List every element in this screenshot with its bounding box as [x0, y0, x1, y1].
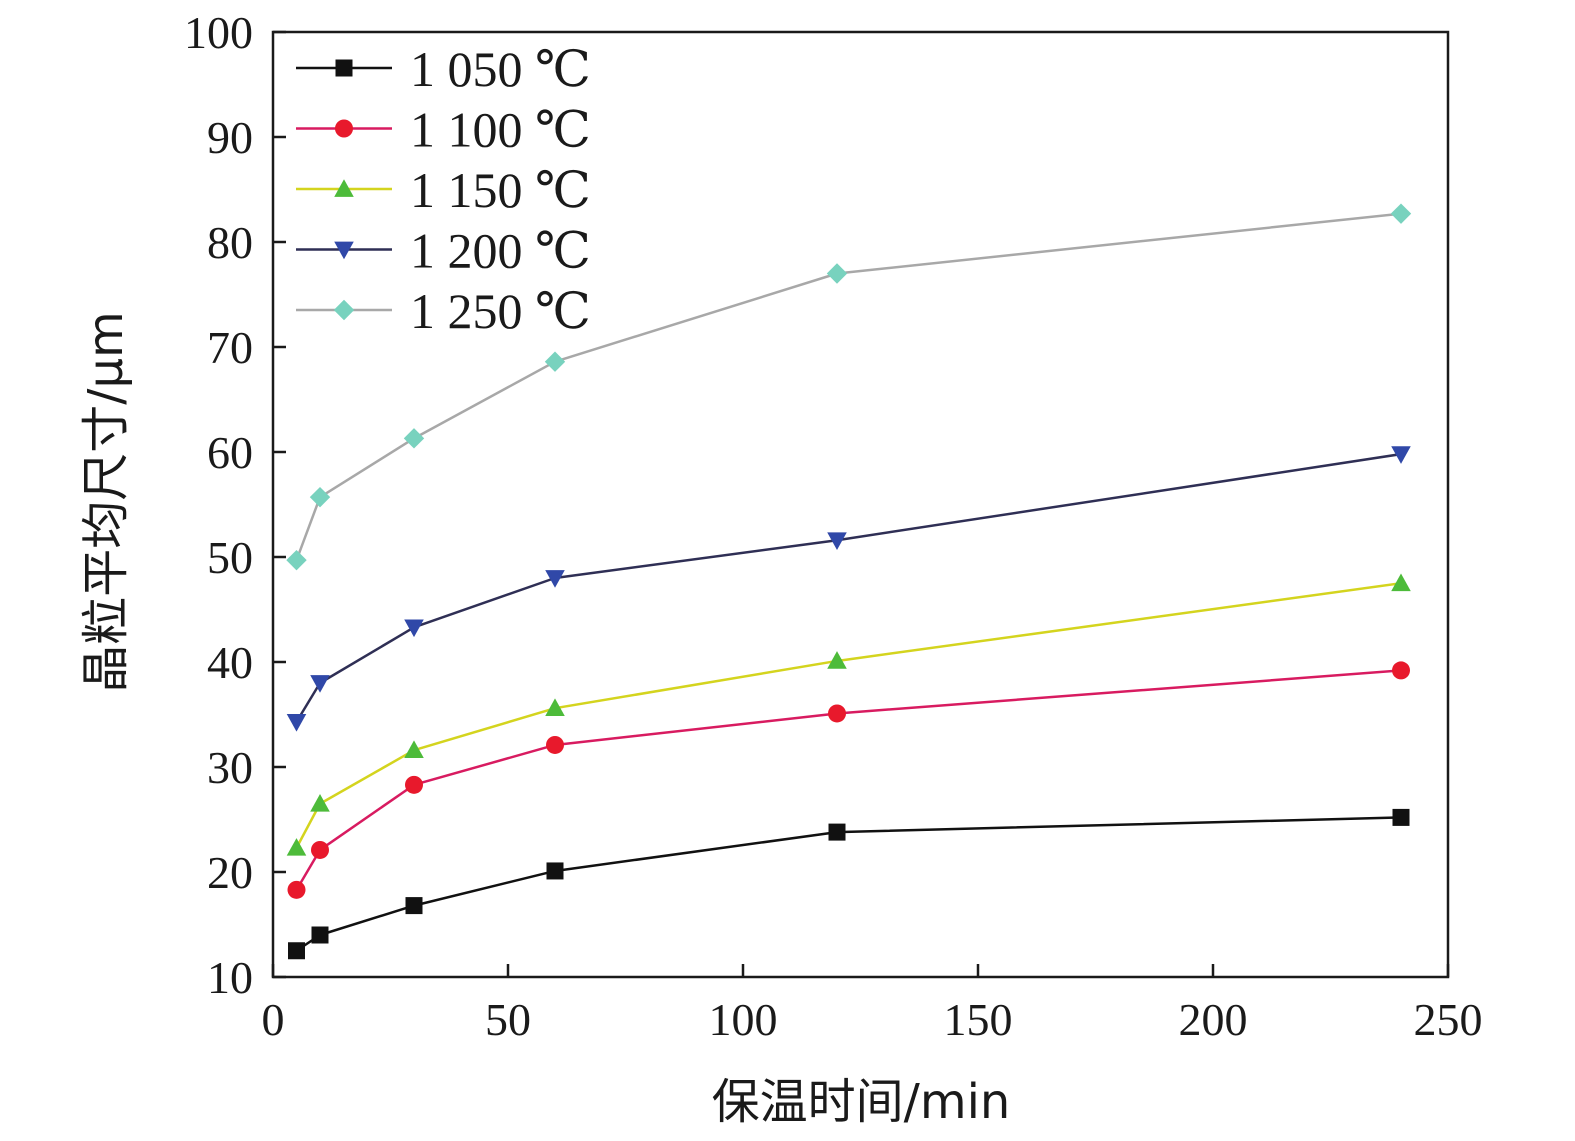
axis-tick-labels: 0 50 100 150 200 250 10 20 30 40 50 60 70 80 90 100: [184, 7, 1483, 1045]
y-tick-label: 100: [184, 7, 253, 58]
data-point-series-3: [827, 651, 847, 669]
data-point-series-3: [545, 698, 565, 717]
data-point-series-5: [1390, 203, 1412, 224]
x-tick-label: 150: [944, 994, 1013, 1045]
data-point-series-5: [826, 263, 848, 284]
data-point-series-3: [310, 793, 330, 812]
legend-label-5: 1 250 ℃: [410, 283, 591, 339]
legend-marker-5: [333, 299, 355, 321]
data-point-series-5: [544, 351, 566, 372]
legend-marker-2: [335, 119, 353, 138]
data-point-series-3: [1391, 573, 1411, 592]
x-tick-label: 50: [485, 994, 531, 1045]
legend: 1 050 ℃1 100 ℃1 150 ℃1 200 ℃1 250 ℃: [296, 41, 591, 339]
data-point-series-4: [1391, 446, 1411, 464]
series-line-5: [295, 212, 1402, 561]
data-point-series-2: [546, 735, 564, 754]
data-point-series-1: [828, 823, 846, 841]
data-point-series-4: [827, 532, 847, 550]
x-axis-title: 保温时间/min: [712, 1074, 1011, 1130]
data-point-series-4: [404, 619, 424, 638]
y-axis-title: 晶粒平均尺寸/μm: [78, 311, 134, 692]
data-point-series-5: [286, 549, 307, 571]
data-point-series-1: [546, 862, 564, 880]
legend-label-4: 1 200 ℃: [410, 223, 591, 279]
x-tick-label: 200: [1179, 994, 1248, 1045]
data-point-series-2: [287, 880, 306, 899]
series-line-2: [295, 669, 1402, 891]
legend-marker-4: [334, 241, 354, 260]
legend-marker-1: [335, 59, 353, 77]
data-point-series-1: [311, 926, 329, 944]
legend-marker-3: [334, 179, 354, 197]
legend-label-2: 1 100 ℃: [410, 102, 591, 158]
series-markers: [286, 203, 1412, 960]
series-line-4: [295, 452, 1402, 723]
y-tick-label: 30: [207, 742, 253, 793]
data-point-series-2: [828, 704, 846, 723]
y-tick-label: 50: [207, 532, 253, 583]
data-point-series-5: [403, 428, 425, 449]
series-line-3: [295, 582, 1402, 849]
y-tick-label: 70: [207, 322, 253, 373]
data-point-series-2: [311, 840, 329, 859]
data-point-series-4: [310, 675, 330, 693]
y-tick-label: 90: [207, 112, 253, 163]
axis-ticks: [271, 30, 1450, 979]
x-tick-label: 100: [709, 994, 778, 1045]
y-tick-label: 60: [207, 427, 253, 478]
data-point-series-5: [309, 486, 331, 508]
data-point-series-2: [1392, 661, 1410, 680]
data-point-series-4: [286, 714, 307, 732]
data-point-series-4: [545, 570, 565, 588]
legend-label-3: 1 150 ℃: [410, 162, 591, 218]
data-point-series-1: [1392, 808, 1410, 826]
data-point-series-3: [404, 740, 424, 759]
data-point-series-3: [286, 838, 307, 856]
x-tick-label: 0: [262, 994, 285, 1045]
y-tick-label: 10: [207, 952, 253, 1003]
x-tick-label: 250: [1414, 994, 1483, 1045]
legend-label-1: 1 050 ℃: [410, 41, 591, 97]
y-tick-label: 40: [207, 637, 253, 688]
data-point-series-1: [288, 942, 305, 960]
data-point-series-1: [405, 897, 423, 915]
plot-frame: [271, 30, 1450, 979]
series-line-1: [295, 816, 1402, 952]
y-tick-label: 20: [207, 847, 253, 898]
data-point-series-2: [405, 775, 423, 794]
y-tick-label: 80: [207, 217, 253, 268]
